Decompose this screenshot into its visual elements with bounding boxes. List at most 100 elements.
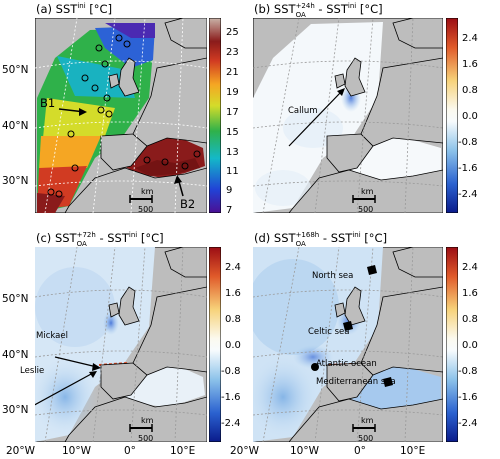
- land-uk: [344, 286, 366, 326]
- lon-label-10w-d: 10°W: [290, 445, 319, 457]
- marker-mediterranean: [383, 377, 393, 387]
- panel-d: (d) SST+168h OA - SSTini [°C] North sea C…: [230, 229, 500, 459]
- label-celtic-sea: Celtic sea: [308, 327, 350, 337]
- cb-c-tick-0: 2.4: [225, 262, 241, 273]
- cb-c-tick-6: -2.4: [221, 418, 241, 429]
- label-mickael: Mickael: [36, 331, 68, 341]
- cb-d-tick-0: 2.4: [462, 262, 478, 273]
- lon-label-20w-c: 20°W: [6, 445, 35, 457]
- land-africa: [288, 169, 443, 213]
- panel-a: (a) SSTini [°C]: [0, 0, 250, 230]
- label-callum: Callum: [288, 106, 318, 116]
- land-scandinavia: [164, 247, 207, 278]
- scalebar-value-c: 500: [138, 434, 154, 443]
- land-ireland: [108, 73, 120, 89]
- cb-b-tick-4: -0.8: [458, 137, 478, 148]
- map-c: [35, 247, 207, 442]
- cb-b-tick-5: -1.6: [458, 163, 478, 174]
- land-africa: [288, 398, 443, 442]
- sst-band-cyan: [57, 56, 135, 98]
- marker-atlantic: [311, 363, 319, 371]
- lon-label-20w-d: 20°W: [230, 445, 259, 457]
- cb-d-tick-4: -0.8: [458, 366, 478, 377]
- cb-c-tick-5: -1.6: [221, 392, 241, 403]
- lat-label-50: 50°N: [2, 64, 29, 76]
- land-uk: [118, 57, 140, 97]
- cb-d-tick-1: 1.6: [462, 288, 478, 299]
- colorbar-c: [209, 247, 221, 442]
- land-uk: [344, 57, 366, 97]
- cb-b-tick-3: 0.0: [462, 111, 478, 122]
- map-b: [253, 18, 443, 213]
- cb-b-tick-1: 1.6: [462, 59, 478, 70]
- label-north-sea: North sea: [312, 271, 354, 281]
- panel-c-title: (c) SST+72h OA - SSTini [°C]: [36, 231, 164, 248]
- cb-d-tick-5: -1.6: [458, 392, 478, 403]
- cb-a-tick-3: 19: [226, 87, 239, 98]
- lon-label-10w-c: 10°W: [62, 445, 91, 457]
- panel-a-title: (a) SSTini [°C]: [36, 2, 113, 16]
- cb-a-tick-5: 15: [226, 127, 239, 138]
- land-uk: [118, 286, 140, 326]
- sst-band-yellow: [43, 98, 115, 138]
- lat-label-40: 40°N: [2, 120, 29, 132]
- colorbar-b: [446, 18, 458, 213]
- label-mediterranean: Mediterranean sea: [316, 377, 396, 387]
- cb-c-tick-1: 1.6: [225, 288, 241, 299]
- land-scandinavia: [392, 18, 443, 49]
- lat-label-40-c: 40°N: [2, 349, 29, 361]
- lat-label-50-c: 50°N: [2, 293, 29, 305]
- colorbar-a: [209, 18, 221, 213]
- label-b2: B2: [180, 197, 196, 211]
- label-leslie: Leslie: [20, 366, 45, 376]
- map-d: [253, 247, 443, 442]
- scalebar-value-d: 500: [358, 434, 374, 443]
- scalebar-value-b: 500: [358, 205, 374, 214]
- land-europe: [132, 286, 207, 376]
- land-europe: [360, 57, 443, 147]
- lon-label-0-d: 0°: [354, 445, 366, 457]
- land-ireland: [334, 302, 346, 318]
- lat-label-30: 30°N: [2, 175, 29, 187]
- cb-a-tick-9: 7: [226, 205, 233, 216]
- cb-d-tick-2: 0.8: [462, 314, 478, 325]
- lon-label-10e-d: 10°E: [400, 445, 426, 457]
- cb-b-tick-0: 2.4: [462, 33, 478, 44]
- lon-label-0-c: 0°: [124, 445, 136, 457]
- cb-a-tick-0: 25: [226, 27, 239, 38]
- map-a: [35, 18, 207, 213]
- cb-a-tick-1: 23: [226, 47, 239, 58]
- panel-b-title: (b) SST+24h OA - SSTini [°C]: [254, 2, 383, 19]
- sst-band-darkred: [37, 193, 65, 213]
- land-africa: [64, 396, 207, 442]
- cb-d-tick-6: -2.4: [458, 418, 478, 429]
- cb-c-tick-2: 0.8: [225, 314, 241, 325]
- land-ireland: [108, 302, 120, 318]
- land-europe: [132, 57, 207, 147]
- cb-a-tick-8: 9: [226, 185, 233, 196]
- land-ireland: [334, 73, 346, 89]
- cb-a-tick-2: 21: [226, 67, 239, 78]
- cb-a-tick-7: 11: [226, 166, 239, 177]
- scalebar-unit-d: km: [361, 416, 374, 425]
- scalebar-unit-c: km: [141, 416, 154, 425]
- land-europe: [360, 286, 443, 376]
- sst-band-purple: [105, 23, 155, 38]
- marker-celtic-sea: [343, 321, 353, 331]
- land-scandinavia: [392, 247, 443, 278]
- cb-c-tick-3: 0.0: [225, 340, 241, 351]
- cb-c-tick-4: -0.8: [221, 366, 241, 377]
- scalebar-unit-a: km: [141, 187, 154, 196]
- cb-d-tick-3: 0.0: [462, 340, 478, 351]
- cb-b-tick-6: -2.4: [458, 189, 478, 200]
- cb-b-tick-2: 0.8: [462, 85, 478, 96]
- label-b1: B1: [40, 96, 56, 110]
- panel-b: (b) SST+24h OA - SSTini [°C] Callum km 50…: [250, 0, 500, 230]
- lon-label-10e-c: 10°E: [170, 445, 196, 457]
- panel-d-title: (d) SST+168h OA - SSTini [°C]: [254, 231, 388, 248]
- panel-c: (c) SST+72h OA - SSTini [°C] Mickael Lesl…: [0, 229, 250, 459]
- scalebar-unit-b: km: [361, 187, 374, 196]
- lat-label-30-c: 30°N: [2, 404, 29, 416]
- label-atlantic: Atlantic ocean: [316, 359, 377, 369]
- colorbar-d: [446, 247, 458, 442]
